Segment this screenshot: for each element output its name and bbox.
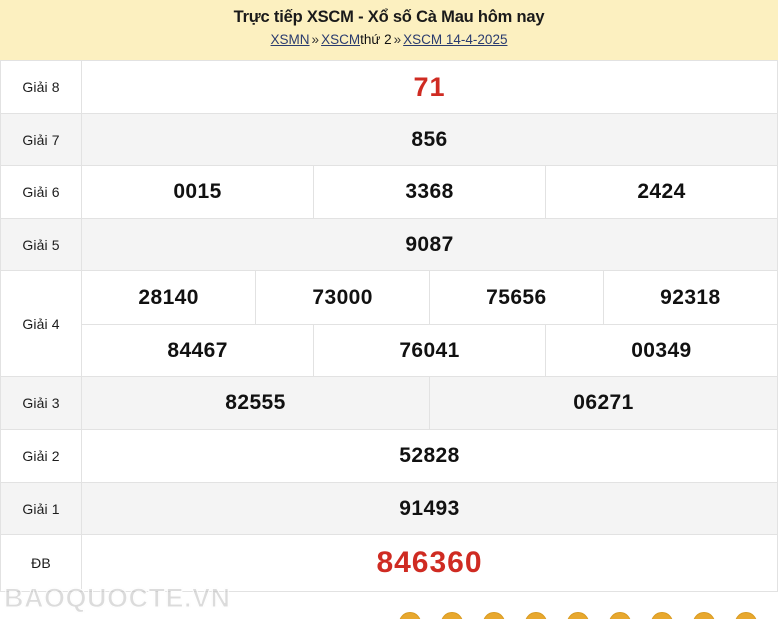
prize-label-db: ĐB [0,534,82,592]
lottery-ball-icon [399,612,421,619]
lottery-ball-icon [651,612,673,619]
lottery-results-table: Giải 8 71 Giải 7 856 Giải 6 0015 3368 24… [0,60,778,592]
prize-label-g2: Giải 2 [0,429,82,483]
prize-value-g3-0: 82555 [225,391,286,414]
table-row: Giải 5 9087 [0,218,778,271]
prize-label-g3: Giải 3 [0,376,82,430]
prize-value-g6-2: 2424 [545,165,778,219]
prize-value-g4-1: 73000 [255,271,430,324]
table-row: Giải 3 82555 06271 [0,376,778,430]
prize-value-g6-1: 3368 [313,165,546,219]
prize-value-g7-0: 856 [81,113,778,166]
lottery-ball-icon [735,612,757,619]
prize-value-g5-0: 9087 [81,218,778,271]
prize-label-g1: Giải 1 [0,482,82,535]
table-row: Giải 8 71 [0,60,778,114]
table-row: Giải 6 0015 3368 2424 [0,165,778,219]
prize-value-g4-5: 76041 [313,325,546,376]
prize-value-g8-0: 71 [81,60,778,114]
page-title: Trực tiếp XSCM - Xổ số Cà Mau hôm nay [233,8,545,26]
table-row: Giải 1 91493 [0,482,778,535]
lottery-ball-icon [609,612,631,619]
prize-value-g4-6: 00349 [544,325,777,376]
prize-value-g3-1: 06271 [429,377,777,429]
prize-label-g7: Giải 7 [0,113,82,166]
prize-label-g6: Giải 6 [0,165,82,219]
page-header: Trực tiếp XSCM - Xổ số Cà Mau hôm nay XS… [0,0,778,60]
breadcrumb-link-xsmn[interactable]: XSMN [270,32,310,47]
prize-values-g4-row1: 28140 73000 75656 92318 [81,270,778,325]
prize-value-g4-4: 84467 [167,338,228,362]
table-row: Giải 7 856 [0,113,778,166]
prize-value-g2-0: 52828 [81,429,778,483]
prize-value-g4-3: 92318 [602,271,777,324]
table-row: Giải 4 28140 73000 75656 92318 [0,270,778,377]
lottery-ball-icon [441,612,463,619]
breadcrumb-separator-1: » [311,32,320,47]
table-row: Giải 2 52828 [0,429,778,483]
table-row: 84467 76041 00349 [0,324,778,377]
breadcrumb-link-date[interactable]: XSCM 14-4-2025 [403,32,508,47]
prize-value-g6-0: 0015 [81,165,314,219]
prize-label-g5: Giải 5 [0,218,82,271]
lottery-ball-icon [525,612,547,619]
breadcrumb-weekday: thứ 2 [360,32,392,47]
lottery-ball-icon [483,612,505,619]
prize-value-g1-0: 91493 [81,482,778,535]
prize-value-g4-2: 75656 [429,271,604,324]
breadcrumb-separator-2: » [393,32,402,47]
table-row: ĐB 846360 [0,534,778,592]
lottery-ball-strip [0,610,778,619]
lottery-ball-icon [567,612,589,619]
prize-values-g3: 82555 06271 [81,376,778,430]
prize-value-db-0: 846360 [81,534,778,592]
prize-label-g4: Giải 4 [0,270,82,377]
lottery-ball-icon [693,612,715,619]
prize-value-g4-0: 28140 [138,285,199,309]
breadcrumb: XSMN» XSCMthứ 2» XSCM 14-4-2025 [0,31,778,48]
prize-values-g4-row2: 84467 76041 00349 [81,324,778,377]
prize-label-g8: Giải 8 [0,60,82,114]
breadcrumb-link-xscm[interactable]: XSCM [321,32,361,47]
